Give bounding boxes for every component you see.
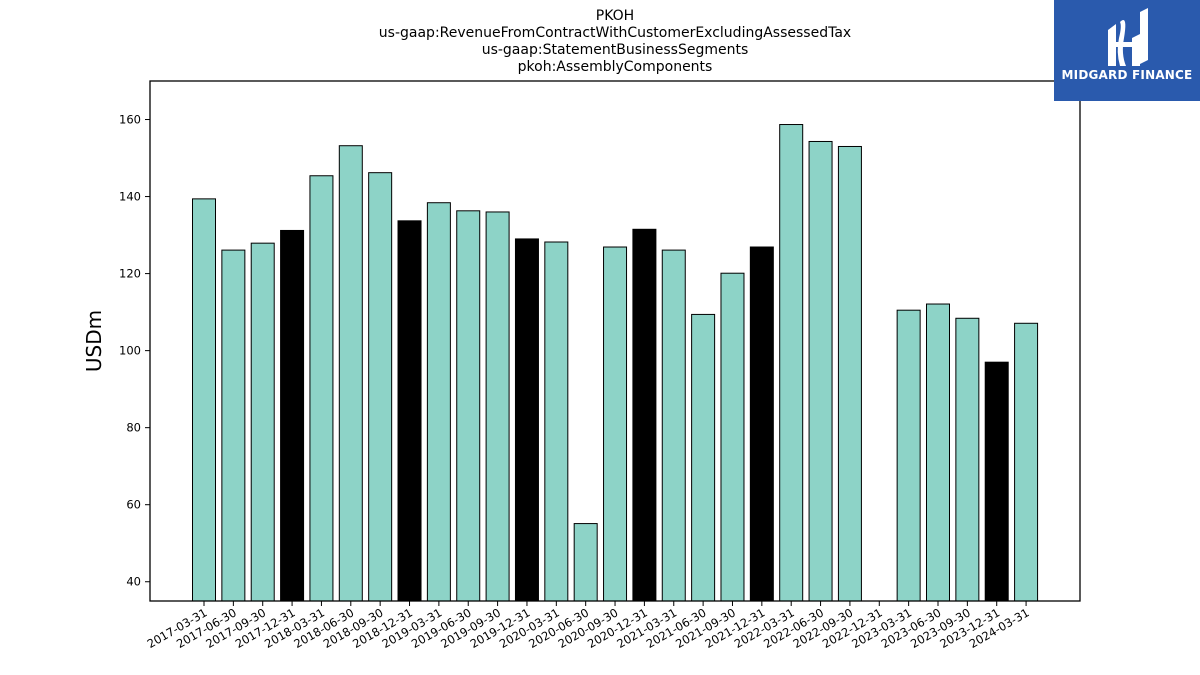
bar xyxy=(221,249,246,602)
bar xyxy=(544,241,569,602)
bar xyxy=(456,210,481,602)
bar xyxy=(368,172,393,602)
chart-title: PKOHus-gaap:RevenueFromContractWithCusto… xyxy=(379,8,851,75)
bar xyxy=(837,145,862,602)
bar xyxy=(926,303,950,602)
x-axis: 2017-03-312017-06-302017-09-302017-12-31… xyxy=(145,601,1032,651)
bar xyxy=(808,140,833,602)
bar xyxy=(749,246,774,602)
bar xyxy=(514,238,539,602)
bar xyxy=(691,313,716,602)
bar xyxy=(250,242,275,602)
title-line: PKOH xyxy=(596,8,634,24)
y-tick-label: 80 xyxy=(126,421,141,435)
midgard-finance-logo: MIDGARD FINANCE xyxy=(1054,0,1200,101)
bar xyxy=(632,228,657,602)
title-line: pkoh:AssemblyComponents xyxy=(518,59,713,75)
bar xyxy=(485,211,510,602)
bar xyxy=(280,229,305,602)
bar xyxy=(426,202,451,602)
bar xyxy=(338,145,363,602)
bar xyxy=(397,220,422,602)
bar xyxy=(896,309,921,602)
y-tick-label: 160 xyxy=(119,113,141,127)
y-tick-label: 120 xyxy=(119,267,141,281)
title-line: us-gaap:StatementBusinessSegments xyxy=(482,42,749,58)
bar xyxy=(192,198,216,602)
logo-text: MIDGARD FINANCE xyxy=(1061,68,1193,82)
y-axis-label: USDm xyxy=(82,310,106,372)
logo-mark-icon xyxy=(1108,8,1148,66)
y-tick-label: 60 xyxy=(126,498,141,512)
y-axis: 40 60 80 100 120 140 160 xyxy=(119,113,150,589)
bar xyxy=(603,246,628,602)
bar xyxy=(955,317,980,602)
title-line: us-gaap:RevenueFromContractWithCustomerE… xyxy=(379,25,851,41)
bar xyxy=(720,272,745,602)
bar xyxy=(779,124,804,602)
bar xyxy=(1014,322,1039,602)
bar xyxy=(984,361,1009,602)
bar xyxy=(573,523,598,602)
bar xyxy=(661,249,686,602)
bars xyxy=(192,124,1039,602)
y-tick-label: 140 xyxy=(119,190,141,204)
bar xyxy=(309,175,334,602)
y-tick-label: 40 xyxy=(126,575,141,589)
y-tick-label: 100 xyxy=(119,344,141,358)
